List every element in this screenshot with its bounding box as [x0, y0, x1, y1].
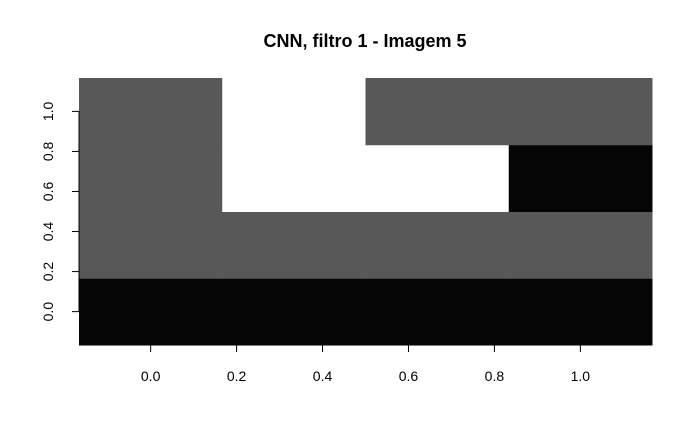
- x-tick-label: 0.4: [313, 368, 333, 384]
- x-tick-label: 0.6: [399, 368, 419, 384]
- heatmap-cell: [365, 211, 510, 279]
- y-axis: 0.0 0.2 0.4 0.6 0.8 1.0: [40, 101, 80, 322]
- heatmap-cell: [79, 211, 223, 279]
- heatmap-cell: [508, 78, 653, 146]
- heatmap-cells: [79, 78, 653, 346]
- x-tick-label: 1.0: [571, 368, 591, 384]
- heatmap-cell: [79, 278, 223, 346]
- heatmap-cell: [222, 144, 366, 212]
- x-axis: 0.0 0.2 0.4 0.6 0.8 1.0: [141, 344, 591, 384]
- heatmap-cell: [365, 78, 510, 146]
- y-tick-label: 0.4: [40, 222, 56, 242]
- heatmap-cell: [508, 144, 653, 212]
- heatmap-cell: [508, 211, 653, 279]
- x-tick-label: 0.8: [485, 368, 505, 384]
- heatmap-cell: [222, 278, 366, 346]
- heatmap-cell: [79, 144, 223, 212]
- heatmap-cell: [222, 78, 366, 146]
- heatmap-cell: [365, 144, 510, 212]
- heatmap-cell: [365, 278, 510, 346]
- y-tick-label: 0.2: [40, 262, 56, 282]
- y-tick-label: 0.0: [40, 302, 56, 322]
- y-tick-label: 0.6: [40, 182, 56, 202]
- x-tick-label: 0.0: [141, 368, 161, 384]
- x-tick-label: 0.2: [227, 368, 247, 384]
- heatmap-cell: [508, 278, 653, 346]
- y-tick-label: 0.8: [40, 141, 56, 161]
- heatmap-cell: [79, 78, 223, 146]
- chart-title: CNN, filtro 1 - Imagem 5: [263, 31, 466, 51]
- y-tick-label: 1.0: [40, 101, 56, 121]
- heatmap-cell: [222, 211, 366, 279]
